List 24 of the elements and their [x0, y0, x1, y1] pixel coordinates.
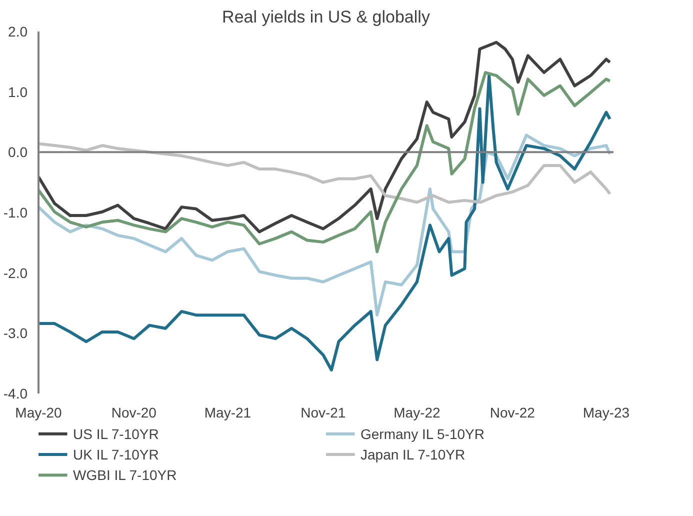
- y-tick-label: -4.0: [3, 386, 28, 402]
- y-tick-label: 0.0: [8, 144, 28, 160]
- line-series: [38, 40, 612, 234]
- line-series: [38, 74, 612, 372]
- legend-label: Germany IL 5-10YR: [360, 426, 484, 442]
- x-tick-label: May-22: [394, 404, 441, 420]
- x-tick-label: Nov-22: [490, 404, 536, 420]
- y-tick-label: -1.0: [3, 204, 28, 220]
- y-tick-label: -3.0: [3, 325, 28, 342]
- y-tick-label: 1.0: [8, 84, 28, 100]
- y-tick-label: -2.0: [3, 264, 28, 281]
- x-tick-label: Nov-20: [111, 404, 157, 420]
- line-series: [38, 71, 612, 254]
- legend-label: UK IL 7-10YR: [73, 446, 159, 462]
- legend-label: WGBI IL 7-10YR: [73, 467, 177, 484]
- x-tick-label: May-21: [204, 404, 252, 420]
- chart-title: Real yields in US & globally: [222, 8, 430, 26]
- legend-label: Japan IL 7-10YR: [360, 446, 466, 462]
- legend-label: US IL 7-10YR: [73, 426, 159, 442]
- y-tick-label: 2.0: [8, 24, 28, 40]
- x-tick-label: Nov-21: [300, 404, 346, 420]
- line-series: [38, 142, 612, 204]
- x-tick-label: May-20: [15, 404, 62, 420]
- x-tick-label: May-23: [582, 404, 630, 420]
